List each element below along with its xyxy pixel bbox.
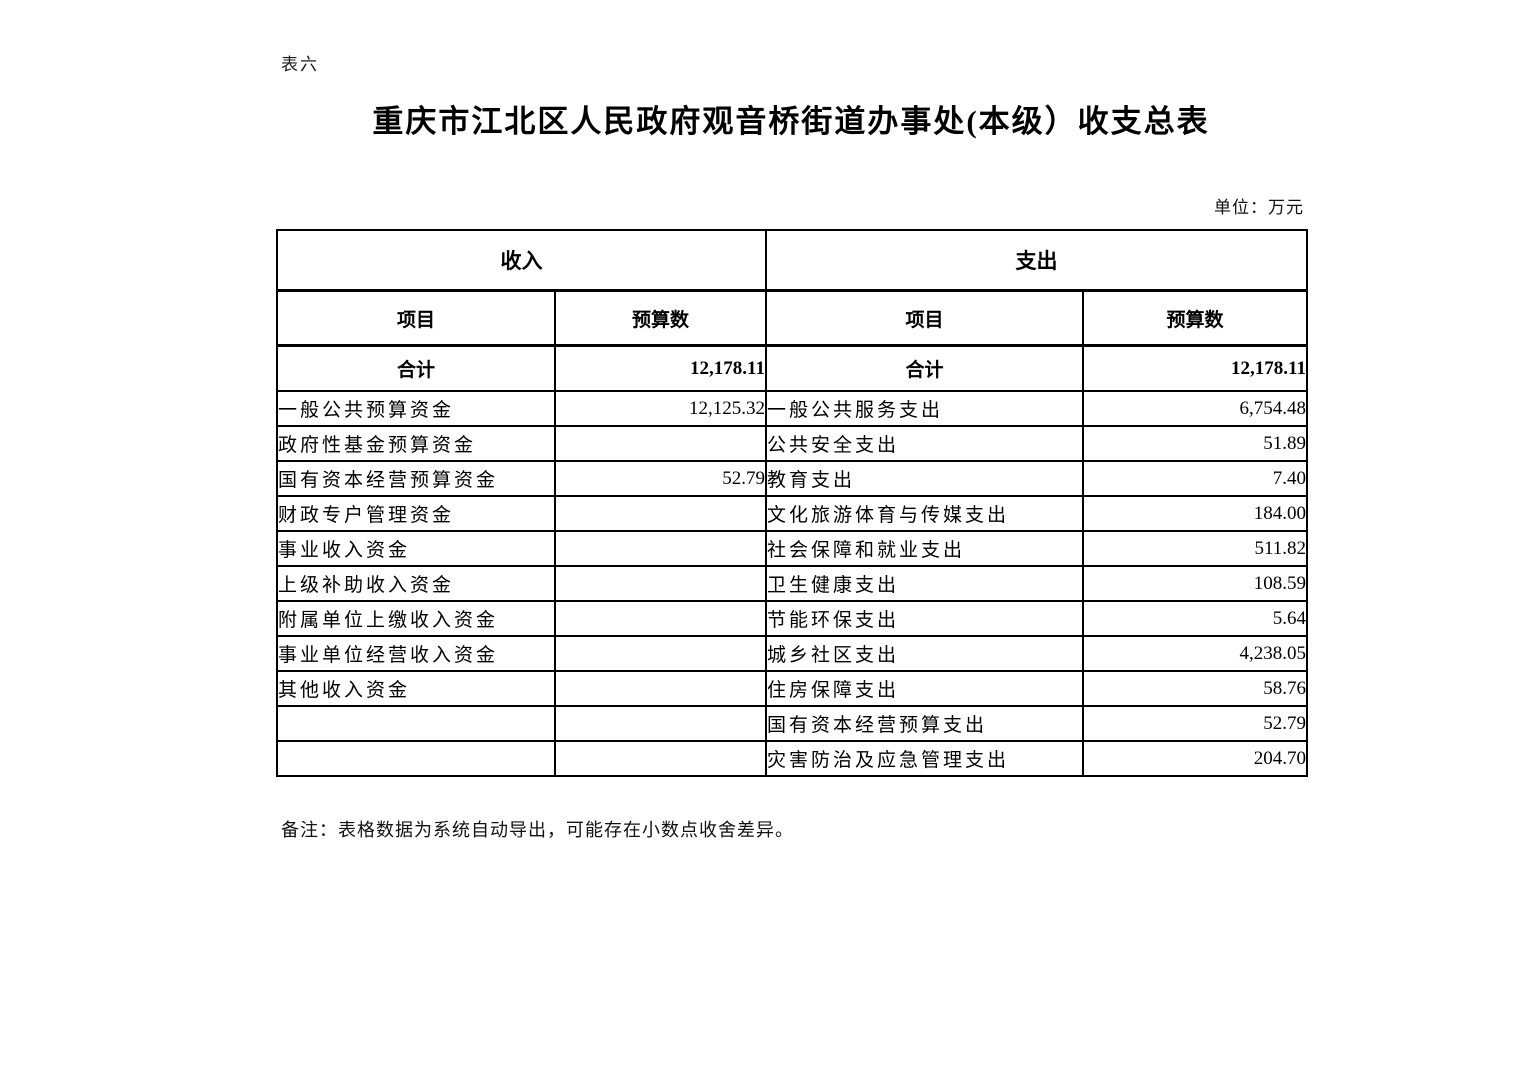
revenue-value-cell: 52.79 — [554, 460, 767, 497]
expenditure-item-cell: 城乡社区支出 — [765, 635, 1084, 672]
table-row: 国有资本经营预算支出 52.79 — [276, 705, 1308, 742]
total-row: 合计 12,178.11 合计 12,178.11 — [276, 344, 1308, 392]
revenue-budget-column-header: 预算数 — [554, 289, 767, 347]
expenditure-item-column-header: 项目 — [765, 289, 1084, 347]
expenditure-value-cell: 58.76 — [1082, 670, 1308, 707]
expenditure-item-cell: 卫生健康支出 — [765, 565, 1084, 602]
revenue-value-cell — [554, 705, 767, 742]
budget-table-body: 合计 12,178.11 合计 12,178.11 一般公共预算资金 12,12… — [276, 344, 1308, 777]
table-number-label: 表六 — [281, 55, 319, 74]
revenue-section-header: 收入 — [276, 229, 767, 292]
expenditure-item-cell: 文化旅游体育与传媒支出 — [765, 495, 1084, 532]
expenditure-value-cell: 4,238.05 — [1082, 635, 1308, 672]
expenditure-item-cell: 社会保障和就业支出 — [765, 530, 1084, 567]
revenue-item-cell: 事业单位经营收入资金 — [276, 635, 556, 672]
budget-table: 收入 支出 项目 预算数 项目 预算数 合计 12,178.11 合计 12,1… — [276, 229, 1308, 777]
expenditure-value-cell: 51.89 — [1082, 425, 1308, 462]
expenditure-value-cell: 108.59 — [1082, 565, 1308, 602]
expenditure-value-cell: 6,754.48 — [1082, 390, 1308, 427]
table-row: 灾害防治及应急管理支出 204.70 — [276, 740, 1308, 777]
table-row: 政府性基金预算资金 公共安全支出 51.89 — [276, 425, 1308, 462]
expenditure-budget-column-header: 预算数 — [1082, 289, 1308, 347]
revenue-total-label: 合计 — [276, 344, 556, 392]
revenue-item-cell: 其他收入资金 — [276, 670, 556, 707]
revenue-value-cell — [554, 530, 767, 567]
revenue-item-cell: 政府性基金预算资金 — [276, 425, 556, 462]
expenditure-item-cell: 住房保障支出 — [765, 670, 1084, 707]
expenditure-section-header: 支出 — [765, 229, 1308, 292]
table-row: 上级补助收入资金 卫生健康支出 108.59 — [276, 565, 1308, 602]
column-header-row: 项目 预算数 项目 预算数 — [276, 289, 1308, 347]
expenditure-total-value: 12,178.11 — [1082, 344, 1308, 392]
revenue-value-cell — [554, 425, 767, 462]
expenditure-total-label: 合计 — [765, 344, 1084, 392]
revenue-item-cell: 上级补助收入资金 — [276, 565, 556, 602]
revenue-value-cell — [554, 740, 767, 777]
table-row: 一般公共预算资金 12,125.32 一般公共服务支出 6,754.48 — [276, 390, 1308, 427]
expenditure-item-cell: 国有资本经营预算支出 — [765, 705, 1084, 742]
revenue-item-cell — [276, 705, 556, 742]
table-row: 其他收入资金 住房保障支出 58.76 — [276, 670, 1308, 707]
expenditure-item-cell: 公共安全支出 — [765, 425, 1084, 462]
revenue-item-cell: 一般公共预算资金 — [276, 390, 556, 427]
footer-note: 备注：表格数据为系统自动导出，可能存在小数点收舍差异。 — [281, 820, 794, 840]
unit-note: 单位：万元 — [1214, 198, 1304, 217]
revenue-value-cell — [554, 600, 767, 637]
expenditure-item-cell: 教育支出 — [765, 460, 1084, 497]
revenue-value-cell — [554, 635, 767, 672]
revenue-item-cell: 事业收入资金 — [276, 530, 556, 567]
expenditure-value-cell: 7.40 — [1082, 460, 1308, 497]
table-row: 国有资本经营预算资金 52.79 教育支出 7.40 — [276, 460, 1308, 497]
revenue-value-cell — [554, 565, 767, 602]
table-row: 附属单位上缴收入资金 节能环保支出 5.64 — [276, 600, 1308, 637]
revenue-value-cell — [554, 670, 767, 707]
revenue-item-column-header: 项目 — [276, 289, 556, 347]
expenditure-value-cell: 5.64 — [1082, 600, 1308, 637]
expenditure-item-cell: 灾害防治及应急管理支出 — [765, 740, 1084, 777]
expenditure-value-cell: 52.79 — [1082, 705, 1308, 742]
expenditure-item-cell: 一般公共服务支出 — [765, 390, 1084, 427]
table-row: 事业收入资金 社会保障和就业支出 511.82 — [276, 530, 1308, 567]
table-row: 事业单位经营收入资金 城乡社区支出 4,238.05 — [276, 635, 1308, 672]
expenditure-value-cell: 204.70 — [1082, 740, 1308, 777]
expenditure-item-cell: 节能环保支出 — [765, 600, 1084, 637]
page-title: 重庆市江北区人民政府观音桥街道办事处(本级）收支总表 — [372, 104, 1210, 139]
section-header-row: 收入 支出 — [276, 229, 1308, 292]
revenue-item-cell — [276, 740, 556, 777]
revenue-value-cell — [554, 495, 767, 532]
table-row: 财政专户管理资金 文化旅游体育与传媒支出 184.00 — [276, 495, 1308, 532]
revenue-value-cell: 12,125.32 — [554, 390, 767, 427]
revenue-item-cell: 国有资本经营预算资金 — [276, 460, 556, 497]
revenue-total-value: 12,178.11 — [554, 344, 767, 392]
expenditure-value-cell: 184.00 — [1082, 495, 1308, 532]
expenditure-value-cell: 511.82 — [1082, 530, 1308, 567]
revenue-item-cell: 财政专户管理资金 — [276, 495, 556, 532]
revenue-item-cell: 附属单位上缴收入资金 — [276, 600, 556, 637]
